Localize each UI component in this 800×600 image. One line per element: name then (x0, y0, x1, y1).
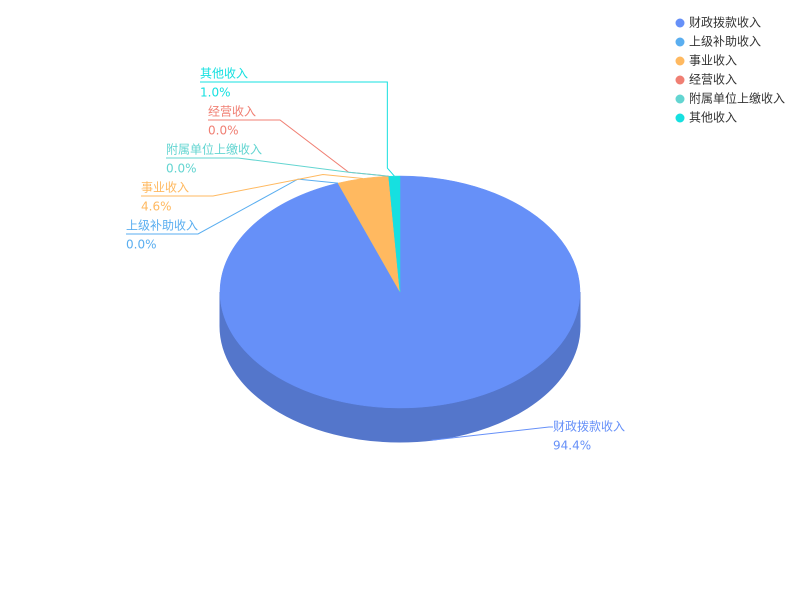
legend-label: 经营收入 (689, 73, 737, 87)
slice-label: 其他收入 (200, 67, 248, 81)
legend-marker (675, 56, 685, 66)
slice-label: 财政拨款收入 (553, 420, 625, 434)
legend-marker (675, 37, 685, 47)
slice-value-label: 94.4% (553, 439, 591, 453)
legend-marker (675, 113, 685, 123)
legend-label: 上级补助收入 (689, 35, 761, 49)
slice-value-label: 0.0% (166, 162, 197, 176)
label-line (166, 157, 389, 177)
slice-value-label: 0.0% (126, 238, 157, 252)
label-line (431, 426, 553, 441)
pie-slice (388, 175, 401, 293)
slice-value-label: 4.6% (141, 200, 172, 214)
slice-label: 上级补助收入 (126, 219, 198, 233)
legend-marker (675, 94, 685, 104)
label-line (141, 173, 363, 197)
label-line (200, 81, 395, 177)
slice-label: 附属单位上缴收入 (166, 142, 262, 157)
legend-label: 其他收入 (689, 111, 737, 125)
slice-value-label: 1.0% (200, 86, 231, 100)
slice-label: 事业收入 (141, 181, 189, 195)
legend-marker (675, 75, 685, 85)
label-line (126, 178, 339, 235)
legend-marker (675, 18, 685, 28)
legend-label: 事业收入 (689, 54, 737, 68)
legend-label: 财政拨款收入 (689, 16, 761, 30)
slice-value-label: 0.0% (208, 124, 239, 138)
slice-label: 经营收入 (208, 105, 256, 119)
legend-label: 附属单位上缴收入 (689, 91, 785, 106)
